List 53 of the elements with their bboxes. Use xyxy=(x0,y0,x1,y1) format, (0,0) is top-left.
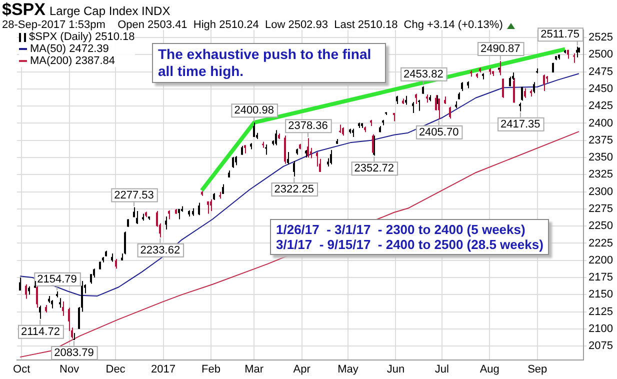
y-tick-label: 2325 xyxy=(588,168,614,181)
x-tick-label: Jun xyxy=(386,363,405,376)
y-tick-label: 2500 xyxy=(588,48,614,61)
y-tick-label: 2300 xyxy=(588,186,614,198)
x-tick-label: May xyxy=(338,363,359,376)
annotation: 2511.75 xyxy=(540,28,580,41)
annotation: 1/26/17 - 3/1/17 - 2300 to 2400 (5 weeks) xyxy=(276,222,526,237)
annotation: 2417.35 xyxy=(500,118,540,130)
x-tick-label: Feb xyxy=(201,363,220,376)
legend-label: MA(200) 2387.84 xyxy=(30,55,115,67)
x-tick-label: Aug xyxy=(480,363,500,376)
legend-label: $SPX (Daily) 2510.18 xyxy=(29,31,135,43)
y-tick-label: 2100 xyxy=(588,322,614,335)
y-tick-label: 2350 xyxy=(588,152,614,164)
chart-subtitle: 28-Sep-2017 1:53pm Open 2503.41 High 2510.24 Low 2502.93 Last 2510.18 Chg +3.14 (+0.13%) xyxy=(2,19,503,31)
chart-title: $SPX Large Cap Index INDX xyxy=(2,0,170,20)
x-tick-label: 2017 xyxy=(151,363,176,376)
y-tick-label: 2275 xyxy=(588,202,614,215)
annotation: The exhaustive push to the final all time high. xyxy=(152,43,386,83)
annotation: 2233.62 xyxy=(140,244,180,256)
x-tick-label: Sep xyxy=(528,363,548,376)
annotation: 2405.70 xyxy=(418,126,459,138)
annotation: 2352.72 xyxy=(354,162,394,175)
annotation: 2114.72 xyxy=(20,326,60,338)
x-tick-label: Mar xyxy=(244,363,264,376)
y-tick-label: 2475 xyxy=(588,66,614,78)
y-tick-label: 2425 xyxy=(588,100,614,112)
annotation: 2453.82 xyxy=(404,68,444,80)
legend-label: MA(50) 2472.39 xyxy=(30,43,109,55)
annotation: 2277.53 xyxy=(114,189,154,202)
y-tick-label: 2200 xyxy=(588,254,614,266)
annotation: 2400.98 xyxy=(234,104,274,117)
annotation: 2378.36 xyxy=(288,120,328,132)
y-tick-label: 2175 xyxy=(588,272,614,284)
y-tick-label: 2225 xyxy=(588,237,614,250)
annotation: 2322.25 xyxy=(274,184,314,196)
y-tick-label: 2250 xyxy=(588,220,614,232)
x-tick-label: Nov xyxy=(60,363,80,376)
annotation: 2154.79 xyxy=(37,273,77,286)
x-tick-label: Dec xyxy=(106,363,126,376)
y-tick-label: 2525 xyxy=(588,32,614,44)
x-tick-label: Jul xyxy=(434,363,449,376)
y-tick-label: 2150 xyxy=(588,288,614,301)
x-tick-label: Apr xyxy=(293,363,311,376)
annotation: 2083.79 xyxy=(54,347,94,360)
annotation: 2490.87 xyxy=(480,42,520,55)
annotation: 3/1/17 - 9/15/17 - 2400 to 2500 (28.5 weeks) xyxy=(276,237,544,252)
y-tick-label: 2125 xyxy=(588,306,614,318)
y-tick-label: 2400 xyxy=(588,117,614,130)
x-tick-label: Oct xyxy=(13,363,30,376)
y-tick-label: 2075 xyxy=(588,340,614,352)
y-tick-label: 2375 xyxy=(588,134,614,146)
y-tick-label: 2450 xyxy=(588,83,614,95)
